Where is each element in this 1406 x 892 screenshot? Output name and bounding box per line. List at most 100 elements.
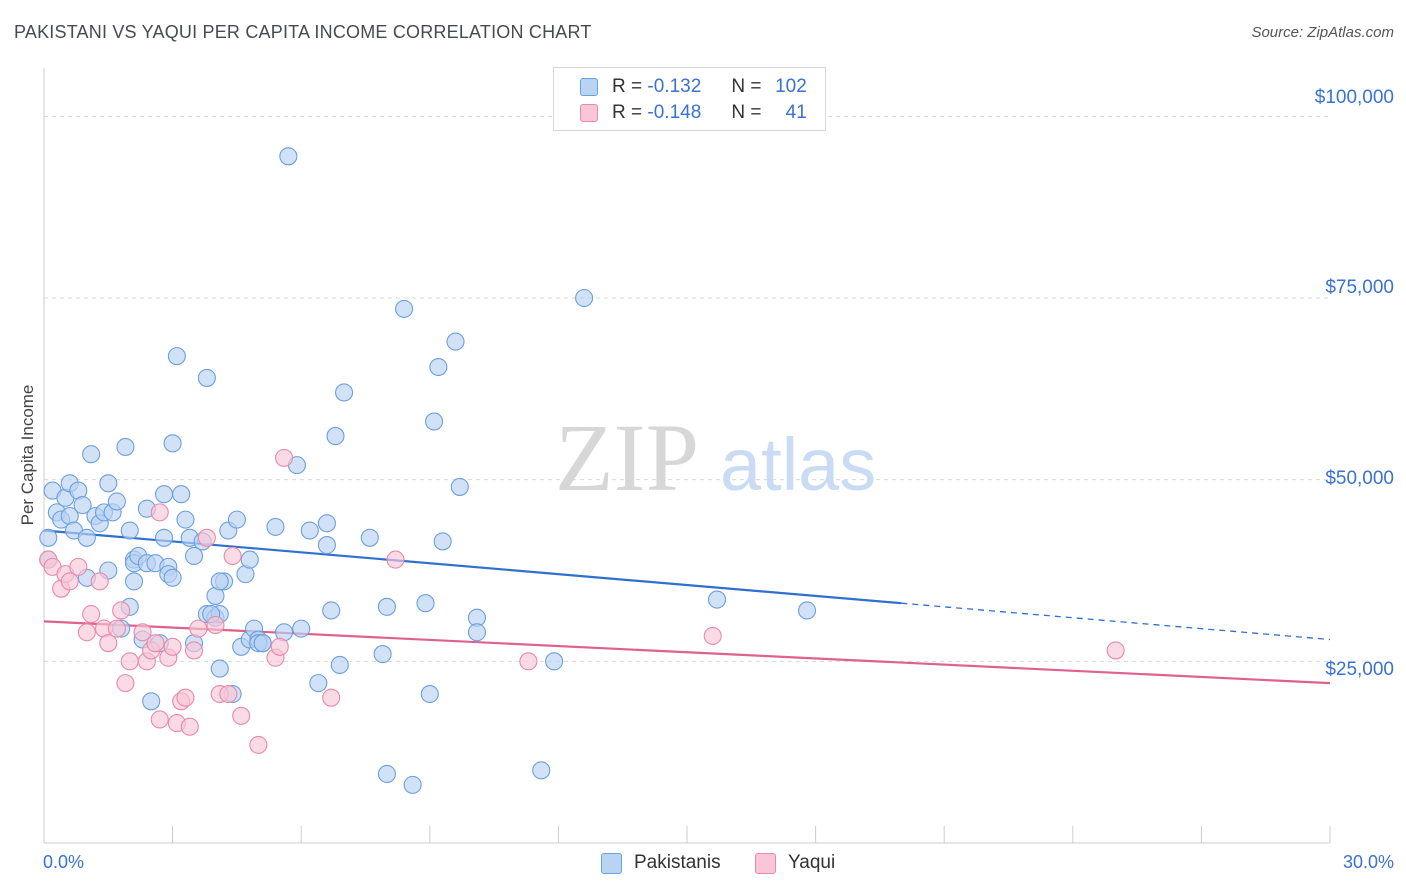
legend-n-label: N =: [731, 102, 762, 123]
pakistani-point: [467, 623, 487, 642]
legend-item-yaqui: Yaqui: [755, 852, 835, 874]
yaqui-point: [1106, 641, 1125, 660]
pakistani-point: [335, 383, 354, 402]
pakistani-point: [373, 645, 392, 664]
yaqui-point: [60, 572, 79, 591]
legend-swatch-pink: [755, 852, 776, 874]
legend-n-value: 41: [785, 102, 807, 123]
x-tick-label-min: 0.0%: [43, 852, 85, 872]
pakistani-point: [77, 528, 96, 547]
legend-item-pakistanis: Pakistanis: [601, 852, 721, 874]
pakistani-point: [124, 572, 144, 591]
legend-r-value: -0.148: [647, 102, 702, 123]
yaqui-point: [219, 684, 238, 704]
gridlines: [44, 115, 1330, 662]
yaqui-point: [82, 605, 101, 624]
source-credit: Source: ZipAtlas.com: [1251, 24, 1394, 41]
yaqui-point: [90, 572, 109, 591]
pakistani-point: [532, 761, 551, 780]
pakistani-point: [82, 445, 101, 464]
pakistani-point: [142, 692, 161, 711]
legend-label: Pakistanis: [634, 852, 721, 873]
yaqui-point: [163, 637, 182, 656]
yaqui-point: [77, 623, 96, 642]
pakistani-point: [300, 521, 319, 540]
pakistani-point: [120, 521, 139, 540]
yaqui-point: [133, 623, 152, 642]
legend-r-label: R =: [612, 76, 643, 97]
legend-label: Yaqui: [788, 852, 836, 873]
watermark-zip: ZIP: [555, 404, 699, 511]
pakistani-point: [172, 485, 191, 504]
chart-title: PAKISTANI VS YAQUI PER CAPITA INCOME COR…: [14, 22, 592, 42]
pakistani-point: [425, 412, 444, 431]
yaqui-point: [112, 601, 131, 620]
legend-r-value: -0.132: [647, 76, 702, 97]
pakistani-point: [330, 655, 349, 675]
pakistani-point: [317, 514, 336, 533]
yaqui-point: [703, 626, 722, 645]
pakistani-point: [210, 572, 229, 591]
watermark: ZIP atlas: [555, 404, 876, 511]
pakistani-point: [377, 764, 396, 784]
pakistani-point: [184, 546, 204, 566]
yaqui-point: [150, 503, 169, 522]
y-tick-label: $25,000: [1325, 659, 1394, 680]
legend-row-pakistanis: R = -0.132 N = 102: [580, 75, 807, 99]
pakistani-point: [163, 568, 182, 587]
yaqui-point: [184, 641, 204, 660]
legend-row-yaqui: R = -0.148 N = 41: [580, 101, 807, 125]
yaqui-point: [99, 634, 118, 653]
yaqui-point: [386, 550, 405, 569]
pakistani-point: [797, 601, 817, 620]
pakistani-point: [322, 601, 341, 620]
yaqui-point: [189, 619, 208, 638]
legend-n-label: N =: [731, 76, 762, 97]
pakistani-point: [545, 652, 564, 671]
pakistani-point: [446, 332, 465, 351]
yaqui-point: [270, 637, 289, 656]
yaqui-point: [120, 652, 139, 671]
pakistani-point: [707, 590, 727, 609]
yaqui-point: [107, 619, 126, 638]
pakistani-point: [154, 528, 174, 547]
pakistani-point: [73, 496, 92, 515]
yaqui-point: [322, 688, 341, 707]
pakistani-point: [99, 474, 118, 493]
yaqui-point: [223, 546, 242, 566]
pakistani-point: [403, 775, 422, 794]
pakistani-point: [227, 510, 246, 529]
data-points: [39, 147, 1125, 794]
legend-n-value: 102: [775, 76, 807, 97]
pakistani-point: [420, 684, 439, 704]
pakistani-point: [210, 659, 229, 678]
pakistani-point: [240, 550, 259, 569]
legend-swatch-pink: [580, 104, 598, 122]
pakistani-point: [309, 674, 328, 693]
pakistani-point: [575, 288, 594, 308]
pakistani-point: [154, 485, 174, 504]
yaqui-point: [206, 615, 225, 635]
pakistani-point: [279, 147, 298, 166]
correlation-legend: R = -0.132 N = 102 R = -0.148 N = 41: [553, 67, 826, 131]
yaqui-point: [232, 706, 251, 725]
pakistani-point: [326, 427, 345, 446]
pakistani-point: [292, 619, 311, 638]
pakistani-point: [360, 528, 379, 547]
yaqui-point: [180, 717, 199, 736]
legend-swatch-blue: [580, 78, 598, 96]
axes: [43, 68, 1331, 844]
legend-r-label: R =: [612, 102, 643, 123]
pakistani-point: [176, 510, 195, 529]
legend-swatch-blue: [601, 852, 622, 874]
pakistani-point: [266, 517, 285, 536]
yaqui-point: [249, 735, 268, 754]
pakistani-point: [107, 492, 126, 511]
pakistani-point: [253, 634, 272, 653]
pakistani-point: [163, 434, 182, 453]
yaqui-point: [275, 448, 294, 467]
pakistani-point: [197, 368, 216, 387]
yaqui-point: [176, 688, 195, 707]
pakistani-point: [395, 299, 414, 318]
